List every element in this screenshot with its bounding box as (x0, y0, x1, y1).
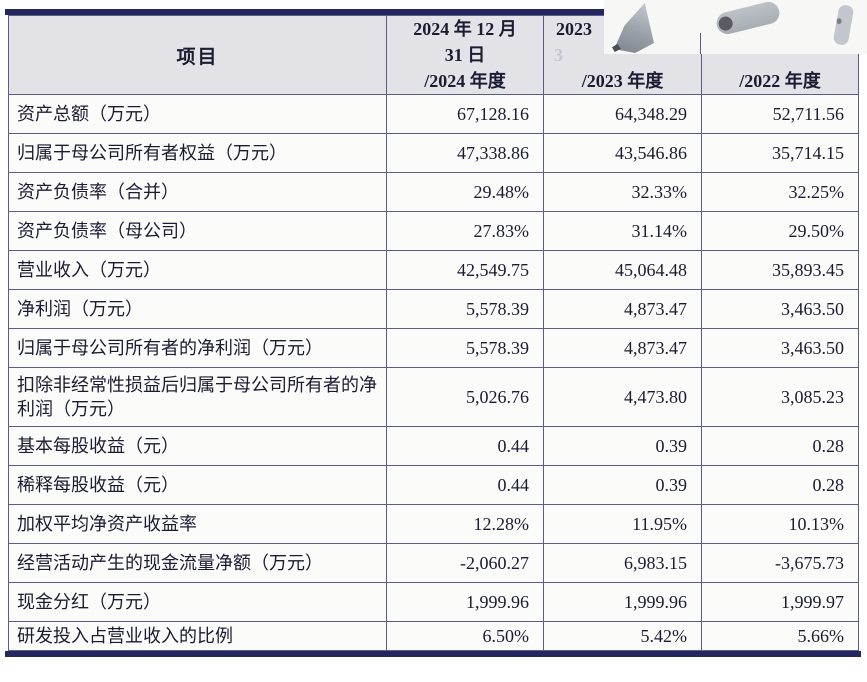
cell-2024: 27.83% (386, 211, 544, 251)
cell-2023: 0.39 (543, 426, 702, 466)
smudge-blob (832, 4, 855, 46)
table-row: 现金分红（万元） 1,999.96 1,999.96 1,999.97 (8, 582, 859, 622)
cell-2024: 6.50% (386, 621, 544, 651)
header-2023-line1: 2023 (556, 19, 592, 39)
cell-2022: 29.50% (701, 211, 859, 251)
column-header-2024: 2024 年 12 月 31 日 /2024 年度 (386, 15, 544, 95)
cell-2024: 29.48% (386, 172, 544, 212)
header-2023-remnant: 3 (554, 45, 563, 65)
table-row: 基本每股收益（元） 0.44 0.39 0.28 (8, 426, 859, 466)
table-row: 资产负债率（合并） 29.48% 32.33% 32.25% (8, 172, 859, 212)
cell-2023: 4,873.47 (543, 328, 702, 368)
cell-2023: 64,348.29 (543, 94, 702, 134)
table-row: 归属于母公司所有者权益（万元） 47,338.86 43,546.86 35,7… (8, 133, 859, 173)
cell-2023: 4,473.80 (543, 367, 702, 427)
cell-2022: 3,463.50 (701, 328, 859, 368)
cell-2023: 43,546.86 (543, 133, 702, 173)
cell-2024: 1,999.96 (386, 582, 544, 622)
cell-2022: 35,893.45 (701, 250, 859, 290)
top-rule (5, 9, 861, 15)
table-row: 净利润（万元） 5,578.39 4,873.47 3,463.50 (8, 289, 859, 329)
cell-2023: 11.95% (543, 504, 702, 544)
cell-2023: 1,999.96 (543, 582, 702, 622)
table-row: 经营活动产生的现金流量净额（万元） -2,060.27 6,983.15 -3,… (8, 543, 859, 583)
row-label: 资产负债率（合并） (8, 172, 387, 212)
column-divider-remnant (700, 33, 701, 54)
table-row: 稀释每股收益（元） 0.44 0.39 0.28 (8, 465, 859, 505)
table-row: 资产总额（万元） 67,128.16 64,348.29 52,711.56 (8, 94, 859, 134)
cell-2022: 0.28 (701, 465, 859, 505)
cell-2022: 10.13% (701, 504, 859, 544)
row-label: 研发投入占营业收入的比例 (8, 621, 387, 651)
cell-2022: 52,711.56 (701, 94, 859, 134)
cell-2023: 0.39 (543, 465, 702, 505)
row-label: 稀释每股收益（元） (8, 465, 387, 505)
row-label: 资产总额（万元） (8, 94, 387, 134)
row-label: 基本每股收益（元） (8, 426, 387, 466)
cell-2022: 3,085.23 (701, 367, 859, 427)
cell-2022: 35,714.15 (701, 133, 859, 173)
table-row: 加权平均净资产收益率 12.28% 11.95% 10.13% (8, 504, 859, 544)
cell-2024: -2,060.27 (386, 543, 544, 583)
smudge-capsule (714, 0, 782, 37)
text-remnant-mark (612, 44, 621, 52)
row-label: 资产负债率（母公司） (8, 211, 387, 251)
cell-2023: 45,064.48 (543, 250, 702, 290)
row-label: 营业收入（万元） (8, 250, 387, 290)
cell-2024: 5,026.76 (386, 367, 544, 427)
table-row: 归属于母公司所有者的净利润（万元） 5,578.39 4,873.47 3,46… (8, 328, 859, 368)
row-label: 净利润（万元） (8, 289, 387, 329)
table-row: 资产负债率（母公司） 27.83% 31.14% 29.50% (8, 211, 859, 251)
bottom-rule (5, 651, 861, 657)
row-label: 经营活动产生的现金流量净额（万元） (8, 543, 387, 583)
cell-2024: 0.44 (386, 426, 544, 466)
cell-2023: 4,873.47 (543, 289, 702, 329)
table-row: 扣除非经常性损益后归属于母公司所有者的净利润（万元） 5,026.76 4,47… (8, 367, 859, 427)
cell-2024: 12.28% (386, 504, 544, 544)
header-2022-line3: /2022 年度 (739, 71, 821, 91)
cell-2024: 47,338.86 (386, 133, 544, 173)
data-table: 项目 2024 年 12 月 31 日 /2024 年度 2023 3 /202… (8, 15, 859, 651)
row-label: 归属于母公司所有者的净利润（万元） (8, 328, 387, 368)
row-label: 扣除非经常性损益后归属于母公司所有者的净利润（万元） (8, 367, 387, 427)
cell-2022: 1,999.97 (701, 582, 859, 622)
financial-summary-table: 项目 2024 年 12 月 31 日 /2024 年度 2023 3 /202… (5, 9, 861, 657)
row-label: 加权平均净资产收益率 (8, 504, 387, 544)
smudge-patch (604, 0, 867, 54)
cell-2023: 32.33% (543, 172, 702, 212)
cell-2022: 5.66% (701, 621, 859, 651)
cell-2022: -3,675.73 (701, 543, 859, 583)
cell-2023: 5.42% (543, 621, 702, 651)
header-2023-line3: /2023 年度 (581, 71, 664, 91)
cell-2024: 5,578.39 (386, 289, 544, 329)
header-2024-line3: /2024 年度 (424, 71, 506, 91)
cell-2022: 3,463.50 (701, 289, 859, 329)
cell-2023: 6,983.15 (543, 543, 702, 583)
row-label: 现金分红（万元） (8, 582, 387, 622)
cell-2023: 31.14% (543, 211, 702, 251)
row-label: 归属于母公司所有者权益（万元） (8, 133, 387, 173)
cell-2022: 0.28 (701, 426, 859, 466)
cell-2024: 67,128.16 (386, 94, 544, 134)
table-row: 营业收入（万元） 42,549.75 45,064.48 35,893.45 (8, 250, 859, 290)
cell-2024: 0.44 (386, 465, 544, 505)
cell-2024: 5,578.39 (386, 328, 544, 368)
column-header-item: 项目 (8, 15, 387, 95)
cell-2022: 32.25% (701, 172, 859, 212)
table-row: 研发投入占营业收入的比例 6.50% 5.42% 5.66% (8, 621, 859, 651)
cell-2024: 42,549.75 (386, 250, 544, 290)
header-2024-line1: 2024 年 12 月 (413, 19, 517, 39)
header-2024-line2: 31 日 (444, 45, 486, 65)
